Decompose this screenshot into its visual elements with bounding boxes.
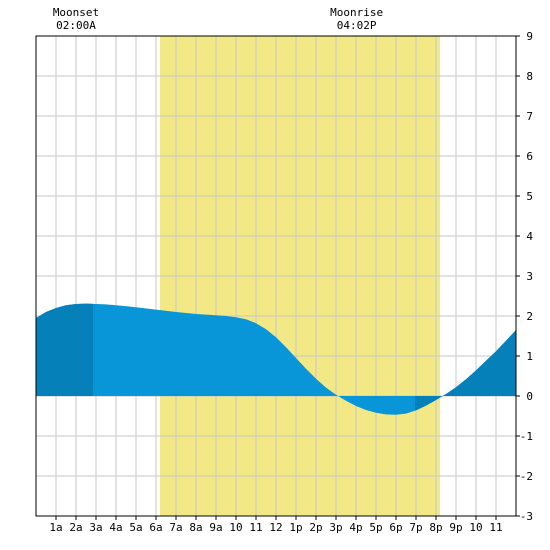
x-tick-label: 8p <box>429 521 442 534</box>
y-tick-label: -2 <box>520 470 533 483</box>
y-tick-label: 2 <box>526 310 533 323</box>
y-tick-label: 0 <box>526 390 533 403</box>
y-tick-label: 4 <box>526 230 533 243</box>
x-tick-label: 1p <box>289 521 302 534</box>
x-tick-label: 10 <box>469 521 482 534</box>
x-tick-label: 5p <box>369 521 382 534</box>
x-tick-label: 10 <box>229 521 242 534</box>
moonrise-time: 04:02P <box>337 19 377 32</box>
x-tick-label: 7p <box>409 521 422 534</box>
y-tick-label: 1 <box>526 350 533 363</box>
y-tick-label: 7 <box>526 110 533 123</box>
moonrise-label: Moonrise <box>330 6 383 19</box>
y-tick-label: 5 <box>526 190 533 203</box>
x-tick-label: 4p <box>349 521 362 534</box>
y-tick-label: 8 <box>526 70 533 83</box>
y-tick-label: 3 <box>526 270 533 283</box>
y-axis-ticks: -3 -2 -1 0 1 2 3 4 5 6 7 8 9 <box>516 30 533 523</box>
x-tick-label: 9p <box>449 521 462 534</box>
x-tick-label: 6p <box>389 521 402 534</box>
y-tick-label: 9 <box>526 30 533 43</box>
x-tick-label: 2p <box>309 521 322 534</box>
x-tick-label: 8a <box>189 521 202 534</box>
x-tick-label: 11 <box>249 521 262 534</box>
moonset-time: 02:00A <box>56 19 96 32</box>
x-tick-label: 9a <box>209 521 222 534</box>
x-tick-label: 6a <box>149 521 162 534</box>
grid-layer <box>36 35 516 517</box>
x-tick-label: 7a <box>169 521 182 534</box>
x-tick-label: 2a <box>69 521 82 534</box>
tide-area <box>36 303 516 415</box>
y-tick-label: -3 <box>520 510 533 523</box>
x-tick-label: 11 <box>489 521 502 534</box>
x-tick-label: 3p <box>329 521 342 534</box>
moonset-label: Moonset <box>53 6 99 19</box>
x-axis-ticks: 1a 2a 3a 4a 5a 6a 7a 8a 9a 10 11 12 1p 2p 3p 4p 5p 6p 7p 8p… <box>49 516 503 534</box>
x-tick-label: 4a <box>109 521 122 534</box>
x-tick-label: 3a <box>89 521 102 534</box>
y-tick-label: -1 <box>520 430 533 443</box>
x-tick-label: 5a <box>129 521 142 534</box>
x-tick-label: 12 <box>269 521 282 534</box>
x-tick-label: 1a <box>49 521 62 534</box>
y-tick-label: 6 <box>526 150 533 163</box>
